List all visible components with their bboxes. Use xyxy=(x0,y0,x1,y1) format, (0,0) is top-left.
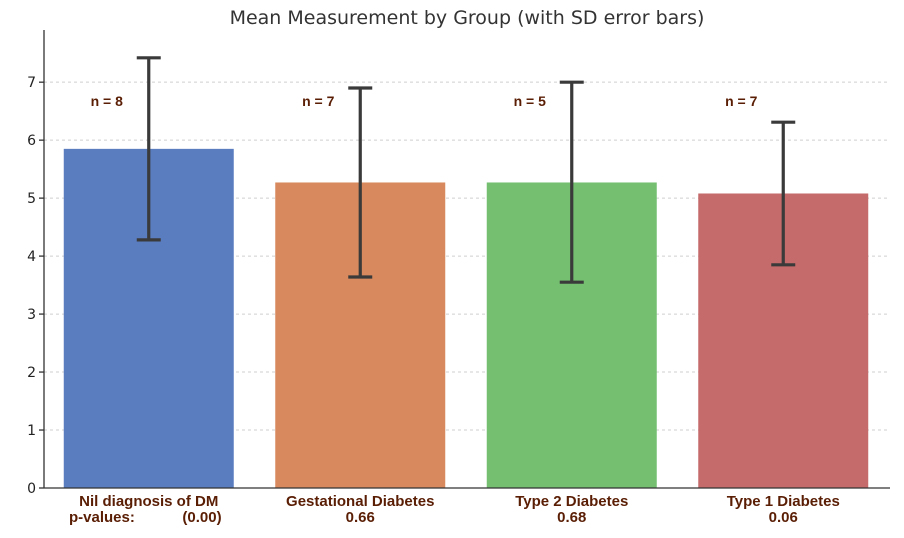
sample-size-label: n = 8 xyxy=(91,93,124,109)
y-tick-label: 3 xyxy=(27,307,36,323)
sample-size-label: n = 5 xyxy=(514,93,547,109)
sample-size-label: n = 7 xyxy=(725,93,758,109)
y-tick-label: 2 xyxy=(27,365,36,381)
axes xyxy=(39,30,890,489)
y-tick-label: 4 xyxy=(27,249,36,265)
y-tick-label: 7 xyxy=(27,75,36,91)
chart-title: Mean Measurement by Group (with SD error… xyxy=(230,7,705,29)
labels: 0 1 2 3 4 5 6 7 n = 8 n = 7 n = 5 n = 7 Nil diagnosi… xyxy=(27,75,840,526)
error-bars xyxy=(136,56,796,284)
y-tick-label: 0 xyxy=(27,481,36,497)
y-tick-label: 6 xyxy=(27,133,36,149)
p-value: 0.68 xyxy=(557,509,586,526)
x-category-label: Type 2 Diabetes xyxy=(515,493,628,510)
y-tick-label: 1 xyxy=(27,423,36,439)
p-value: (0.00) xyxy=(182,509,221,526)
p-value: 0.06 xyxy=(769,509,798,526)
x-category-label: Gestational Diabetes xyxy=(286,493,434,510)
sample-size-label: n = 7 xyxy=(302,93,335,109)
x-category-label: Nil diagnosis of DM xyxy=(79,493,218,510)
p-values-label: p-values: xyxy=(69,509,135,526)
x-category-label: Type 1 Diabetes xyxy=(727,493,840,510)
y-tick-label: 5 xyxy=(27,191,36,207)
p-value: 0.66 xyxy=(346,509,375,526)
bars xyxy=(63,148,869,489)
